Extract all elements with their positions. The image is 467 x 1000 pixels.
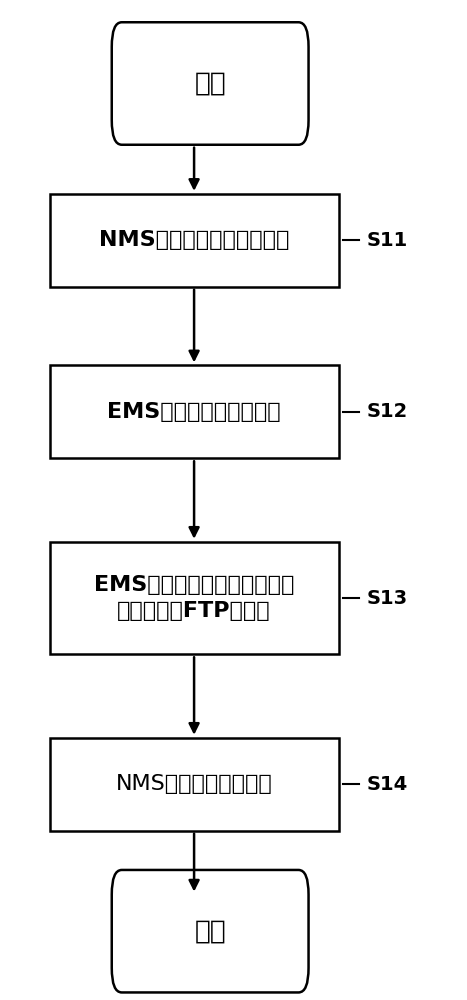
FancyBboxPatch shape: [112, 870, 309, 992]
Text: NMS启动低效参数刷新功能: NMS启动低效参数刷新功能: [99, 230, 289, 250]
Bar: [50, 738, 339, 831]
Text: S11: S11: [367, 231, 408, 250]
Text: 开始: 开始: [194, 70, 226, 97]
Bar: [50, 194, 339, 287]
Text: 结束: 结束: [194, 918, 226, 944]
FancyBboxPatch shape: [112, 22, 309, 145]
Text: S13: S13: [367, 588, 408, 607]
Bar: [50, 542, 339, 654]
Text: NMS处理全量配置文件: NMS处理全量配置文件: [116, 774, 272, 794]
Text: S14: S14: [367, 775, 408, 794]
Bar: [50, 365, 339, 458]
Text: EMS生成并将低效参数全量配
置文件传至FTP服务器: EMS生成并将低效参数全量配 置文件传至FTP服务器: [94, 575, 294, 621]
Text: EMS从设备刷新低效参数: EMS从设备刷新低效参数: [107, 402, 281, 422]
Text: S12: S12: [367, 402, 408, 421]
